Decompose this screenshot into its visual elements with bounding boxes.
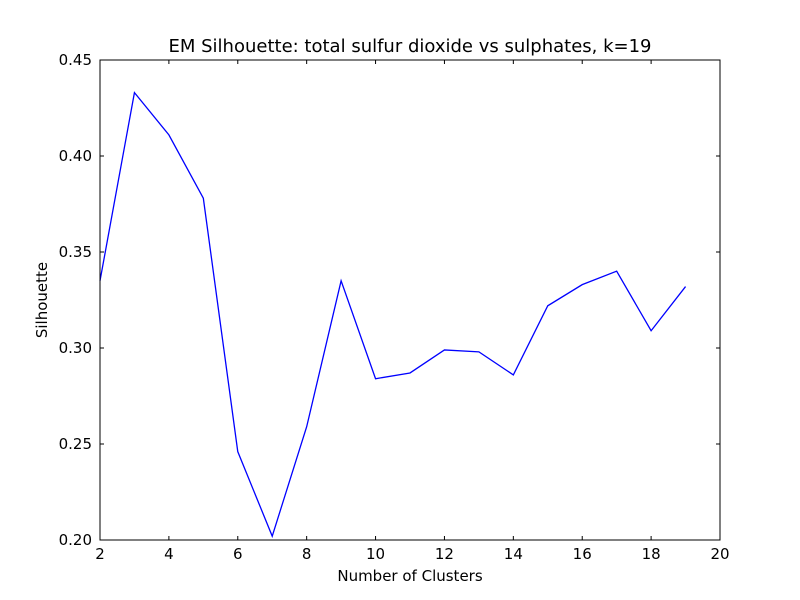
x-tick-label: 20	[710, 545, 729, 563]
x-tick-label: 14	[504, 545, 523, 563]
y-tick-label: 0.20	[59, 531, 92, 549]
plot-area: 2 4 6 8 10 12 14 16 18 20 0.20 0.25 0.30 0.35 0.40 0.45	[59, 51, 730, 563]
x-tick-label: 10	[366, 545, 385, 563]
x-tick-label: 16	[573, 545, 592, 563]
plot-background	[100, 60, 720, 540]
plot-frame	[99, 59, 721, 541]
y-tick-label: 0.40	[59, 147, 92, 165]
x-tick-label: 12	[435, 545, 454, 563]
x-tick-label: 8	[302, 545, 312, 563]
x-tick-label: 18	[642, 545, 661, 563]
y-tick-label: 0.35	[59, 243, 92, 261]
y-tick-label: 0.45	[59, 51, 92, 69]
series-line-0	[99, 91, 687, 539]
x-axis-label: Number of Clusters	[337, 567, 482, 585]
y-tick-label: 0.25	[59, 435, 92, 453]
y-axis-label: Silhouette	[33, 262, 51, 338]
chart-title: EM Silhouette: total sulfur dioxide vs s…	[169, 36, 652, 57]
y-tick-label: 0.30	[59, 339, 92, 357]
x-tick-label: 4	[164, 545, 174, 563]
x-tick-label: 2	[95, 545, 105, 563]
x-tick-label: 6	[233, 545, 243, 563]
